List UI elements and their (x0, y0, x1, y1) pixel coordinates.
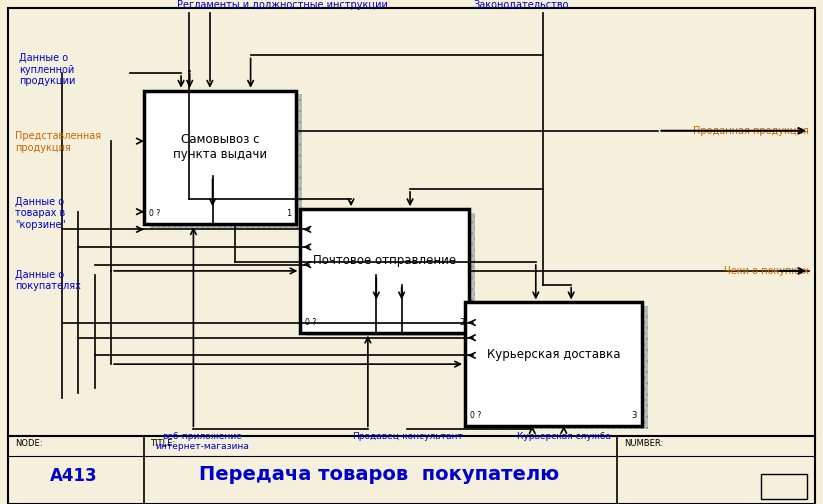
Text: Почтовое отправление: Почтовое отправление (314, 255, 456, 267)
Bar (150, 94, 302, 228)
Bar (8, 8, 815, 438)
Bar (306, 213, 475, 336)
Text: Самовывоз с
пункта выдачи: Самовывоз с пункта выдачи (173, 134, 267, 161)
Text: TITLE:: TITLE: (150, 439, 175, 449)
Bar (150, 94, 302, 228)
Bar (8, 436, 815, 504)
Text: NUMBER:: NUMBER: (624, 439, 663, 449)
Text: Данные о
товарах в
"корзине": Данные о товарах в "корзине" (15, 197, 66, 230)
Text: веб-приложение
интернет-магазина: веб-приложение интернет-магазина (155, 432, 249, 451)
Text: Законодательство: Законодательство (473, 0, 569, 10)
Text: Проданная продукция: Проданная продукция (693, 126, 809, 136)
Text: Курьерская служба: Курьерская служба (517, 432, 611, 441)
Text: Данные о
купленной
продукции: Данные о купленной продукции (19, 53, 75, 86)
Bar (144, 91, 296, 224)
Bar (471, 306, 648, 429)
Bar (471, 306, 648, 429)
Text: 0 ?: 0 ? (305, 318, 317, 327)
Text: 3: 3 (631, 411, 637, 420)
Text: Представленная
продукция: Представленная продукция (15, 131, 101, 153)
Text: А413: А413 (50, 467, 98, 485)
Text: Курьерская доставка: Курьерская доставка (486, 348, 621, 360)
Bar (761, 474, 807, 499)
Bar (306, 213, 475, 336)
Text: 0 ?: 0 ? (149, 209, 160, 218)
Text: 1: 1 (286, 209, 291, 218)
Bar (300, 209, 469, 333)
Bar (465, 302, 642, 426)
Text: Продавец-консультант: Продавец-консультант (352, 432, 463, 441)
Text: Регламенты и должностные инструкции: Регламенты и должностные инструкции (177, 0, 388, 10)
Text: 0 ?: 0 ? (470, 411, 481, 420)
Text: Данные о
покупателях: Данные о покупателях (15, 270, 81, 291)
Text: NODE:: NODE: (15, 439, 42, 449)
Text: 2: 2 (459, 318, 464, 327)
Text: Чеки о покупках: Чеки о покупках (724, 266, 809, 276)
Text: Передача товаров  покупателю: Передача товаров покупателю (198, 465, 559, 484)
